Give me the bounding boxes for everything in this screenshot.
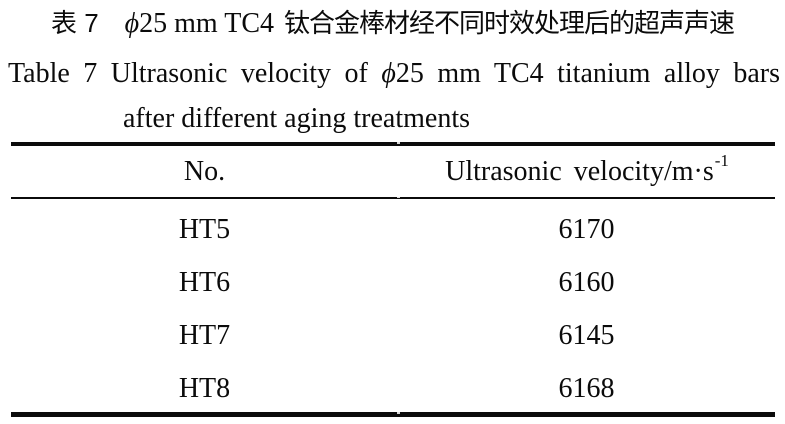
table-caption-zh: 表 7 ϕ25 mm TC4 钛合金棒材经不同时效处理后的超声声速 bbox=[0, 4, 785, 42]
table-top-rule bbox=[11, 142, 775, 146]
caption-en-post: 25 mm TC4 titanium alloy bars bbox=[395, 58, 781, 89]
cell-velocity: 6168 bbox=[558, 372, 615, 404]
header-cell-velocity: Ultrasonic velocity/m·s -1 bbox=[445, 150, 729, 187]
cell-no: HT6 bbox=[178, 266, 231, 298]
caption-zh-table-label: 表 7 bbox=[50, 8, 99, 38]
column-divider-notch bbox=[397, 197, 400, 198]
table-header-row: No. Ultrasonic velocity/m·s -1 bbox=[11, 146, 775, 197]
caption-en-table-label: Table 7 bbox=[8, 58, 98, 89]
cell-velocity: 6145 bbox=[558, 319, 615, 351]
table-header-rule bbox=[11, 197, 775, 199]
cell-no: HT8 bbox=[178, 372, 231, 404]
table-row: HT6 6160 bbox=[11, 256, 775, 309]
caption-en-subject: ϕ25 mm TC4 titanium alloy bars bbox=[381, 58, 780, 89]
table-row: HT5 6170 bbox=[11, 203, 775, 256]
table-caption-en-line1: Table 7 Ultrasonic velocity of ϕ25 mm TC… bbox=[8, 56, 780, 92]
table-row: HT7 6145 bbox=[11, 309, 775, 362]
column-divider-notch bbox=[397, 142, 400, 144]
table-row: HT8 6168 bbox=[11, 362, 775, 415]
cell-velocity: 6160 bbox=[558, 266, 615, 298]
column-divider-notch bbox=[397, 412, 400, 414]
cell-no: HT7 bbox=[178, 319, 231, 351]
header-cell-no: No. bbox=[183, 155, 226, 187]
caption-zh-latin: 25 mm TC4 bbox=[139, 8, 274, 39]
cell-velocity: 6170 bbox=[558, 213, 615, 245]
caption-zh-text: 钛合金棒材经不同时效处理后的超声声速 bbox=[284, 8, 735, 38]
phi-symbol: ϕ bbox=[124, 8, 140, 39]
table-bottom-rule bbox=[11, 412, 775, 417]
cell-no: HT5 bbox=[178, 213, 231, 245]
table-body: HT5 6170 HT6 6160 HT7 6145 HT8 6168 bbox=[11, 203, 775, 415]
caption-en-mid: Ultrasonic velocity of bbox=[110, 58, 368, 89]
velocity-unit-label: Ultrasonic velocity/m·s bbox=[445, 155, 714, 187]
phi-symbol: ϕ bbox=[381, 58, 396, 89]
table-caption-en-line2: after different aging treatments bbox=[123, 103, 470, 134]
